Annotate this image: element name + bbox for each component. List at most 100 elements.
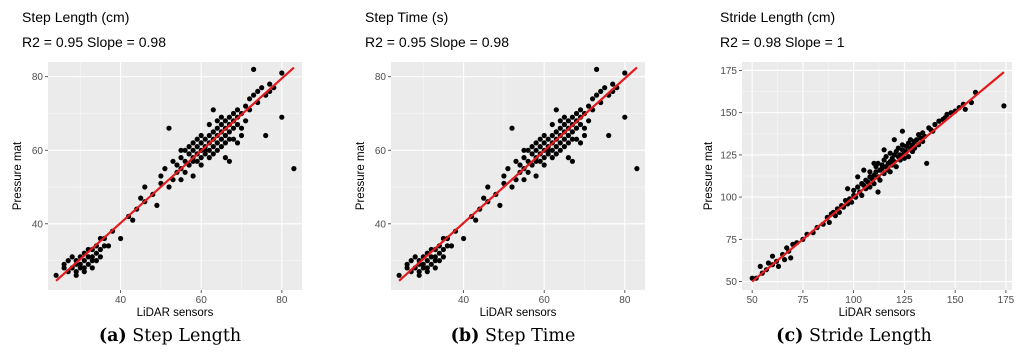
plot-panel [48,62,302,290]
data-point [590,96,596,102]
y-tick-label: 40 [375,219,387,230]
data-point [73,272,79,278]
data-point [432,258,438,264]
y-tick-label: 175 [720,66,737,77]
chart-subtitle: R2 = 0.95 Slope = 0.98 [22,34,166,50]
data-point [521,147,527,153]
y-tick-label: 75 [726,235,738,246]
data-point [569,114,575,120]
data-point [473,217,479,223]
data-point [428,254,434,260]
data-point [757,263,763,269]
data-point [198,155,204,161]
data-point [138,195,144,201]
y-tick-label: 100 [720,193,737,204]
data-point [166,184,172,190]
data-point [855,174,861,180]
data-point [553,129,559,135]
x-tick-label: 75 [797,295,809,306]
data-point [598,88,604,94]
data-point [573,125,580,131]
x-tick-label: 50 [747,295,759,306]
data-point [525,147,531,153]
data-point [440,246,446,253]
data-point [577,107,584,113]
data-point [537,158,543,164]
data-point [222,118,228,124]
data-point [81,269,87,275]
data-point [565,132,571,139]
data-point [537,136,543,142]
data-point [198,140,204,146]
data-point [162,166,168,172]
data-point [594,92,600,98]
data-point [279,70,285,76]
data-point [826,219,832,225]
data-point [222,155,228,161]
data-point [73,269,79,275]
data-point [194,144,200,150]
data-point [577,121,584,128]
data-point [238,132,245,139]
data-point [416,269,422,275]
data-point [291,166,297,172]
data-point [178,155,184,161]
data-point [557,118,563,124]
data-point [634,166,640,172]
data-point [448,243,455,249]
data-point [432,265,438,271]
data-point [891,137,897,143]
x-tick-label: 100 [845,295,862,306]
data-point [198,162,204,168]
data-point [541,162,547,168]
y-axis-label: Pressure mat [12,141,24,210]
data-point [77,261,83,267]
data-point [529,151,535,157]
data-point [267,81,273,87]
data-point [226,136,232,142]
data-point [553,144,559,150]
data-point [594,66,600,72]
data-point [586,103,592,109]
x-tick-label: 60 [539,295,551,306]
data-point [606,132,612,139]
data-point [565,118,571,124]
data-point [174,162,180,168]
fit-line [55,66,295,282]
data-point [905,154,912,160]
data-point [396,272,402,278]
data-point [517,162,523,168]
data-point [782,257,788,263]
data-point [565,155,571,161]
data-point [210,151,216,157]
x-axis-label: LiDAR sensors [137,307,214,319]
y-tick-label: 125 [720,150,737,161]
data-point [234,107,241,113]
x-tick-label: 40 [458,295,470,306]
data-point [936,118,942,124]
scatter-chart-b: Step Time (s) R2 = 0.95 Slope = 0.98 40 60 8… [355,9,645,319]
x-tick-label: 80 [276,295,288,306]
data-point [238,125,245,131]
data-point [622,70,628,76]
data-point [279,114,285,120]
chart-subtitle: R2 = 0.98 Slope = 1 [720,34,845,50]
data-point [408,258,414,264]
data-point [436,258,442,264]
data-point [202,151,208,157]
data-point [198,132,204,139]
data-point [541,132,547,139]
data-point [873,169,879,175]
data-point [541,140,547,146]
data-point [549,132,555,139]
data-point [234,140,241,146]
data-point [178,147,184,153]
y-tick-label: 60 [32,146,44,157]
data-point [226,114,232,120]
data-point [871,160,877,166]
data-point [194,158,200,164]
data-point [549,155,555,161]
chart-panel-c: Stride Length (cm) R2 = 0.98 Slope = 1 50 7… [684,0,1024,362]
data-point [569,158,575,164]
data-point [537,144,543,150]
